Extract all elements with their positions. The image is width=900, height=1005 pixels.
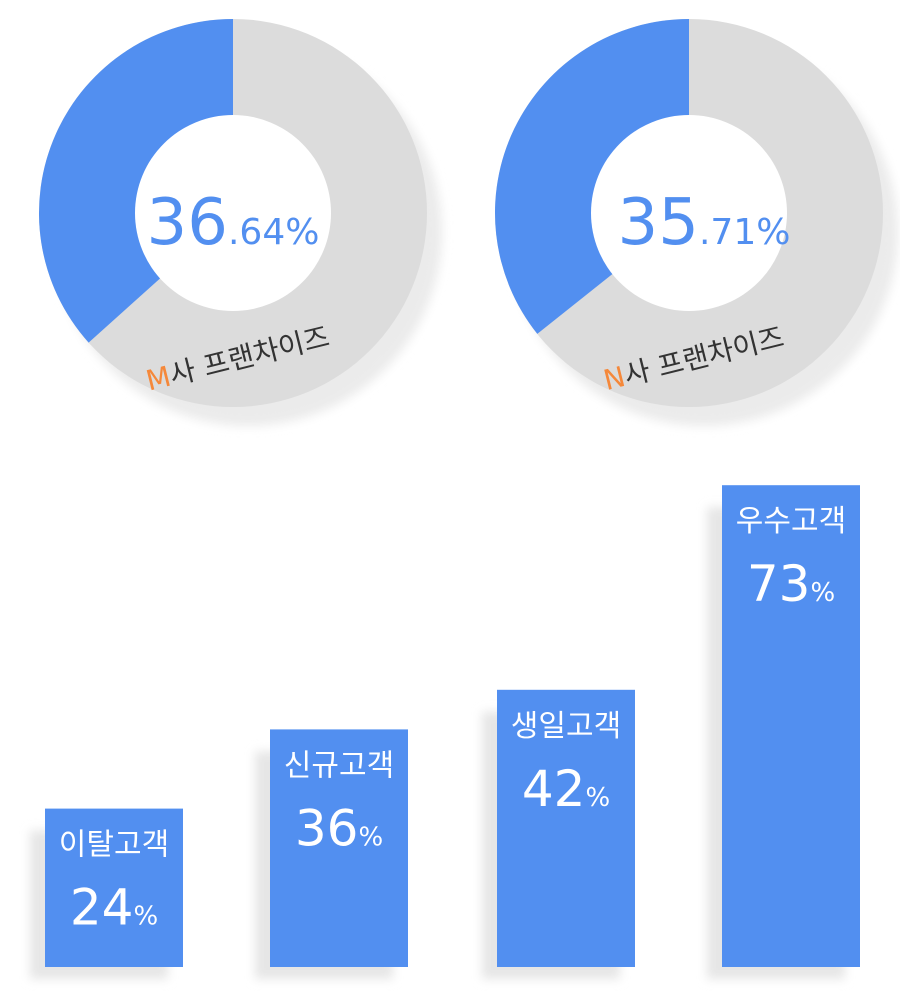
donut-chart-n: 35.71% N사 프랜차이즈 — [494, 19, 898, 426]
bar-category-label: 신규고객 — [284, 748, 394, 783]
bar — [497, 689, 635, 967]
donut-hole — [591, 115, 787, 311]
bar-value-label: 24% — [70, 879, 158, 937]
donut-value-integer: 36 — [147, 186, 228, 260]
donut-chart-m: 36.64% M사 프랜차이즈 — [38, 19, 442, 426]
donut-value-integer: 35 — [618, 186, 699, 260]
donut-value-decimal: .64% — [228, 212, 319, 253]
bar-category-label: 우수고객 — [736, 504, 846, 539]
donut-hole — [135, 115, 331, 311]
svg-text:36.64%: 36.64% — [147, 186, 320, 260]
bar-value-label: 36% — [295, 799, 383, 857]
bar-chart: 이탈고객 24% 신규고객 36% 생일고객 42% 우수고객 73% — [30, 485, 860, 979]
donut-value-arc — [494, 19, 689, 334]
bar-value-label: 73% — [747, 555, 835, 613]
bar — [722, 485, 860, 967]
donut-value-decimal: .71% — [699, 212, 790, 253]
bar — [270, 729, 408, 967]
bar — [45, 808, 183, 967]
bar-category-label: 이탈고객 — [59, 828, 169, 863]
bar-value-label: 42% — [522, 760, 610, 818]
bar-category-label: 생일고객 — [511, 709, 621, 744]
donut-value-arc — [38, 19, 233, 343]
svg-text:35.71%: 35.71% — [618, 186, 791, 260]
